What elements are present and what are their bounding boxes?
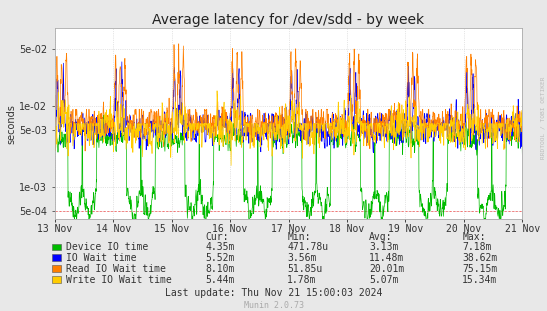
Text: Write IO Wait time: Write IO Wait time: [66, 275, 171, 285]
Text: Max:: Max:: [462, 232, 486, 242]
Text: 20 Nov: 20 Nov: [446, 224, 481, 234]
Text: 8.10m: 8.10m: [205, 264, 235, 274]
Text: 5.52m: 5.52m: [205, 253, 235, 263]
Text: 5.07m: 5.07m: [369, 275, 399, 285]
Text: 18 Nov: 18 Nov: [329, 224, 365, 234]
Text: 19 Nov: 19 Nov: [388, 224, 423, 234]
Text: 3.56m: 3.56m: [287, 253, 317, 263]
Text: 20.01m: 20.01m: [369, 264, 404, 274]
Text: 15 Nov: 15 Nov: [154, 224, 189, 234]
Text: 11.48m: 11.48m: [369, 253, 404, 263]
Text: Read IO Wait time: Read IO Wait time: [66, 264, 166, 274]
Text: 15.34m: 15.34m: [462, 275, 497, 285]
Text: 5.44m: 5.44m: [205, 275, 235, 285]
Text: 7.18m: 7.18m: [462, 242, 492, 252]
Title: Average latency for /dev/sdd - by week: Average latency for /dev/sdd - by week: [153, 13, 424, 27]
Text: 13 Nov: 13 Nov: [37, 224, 72, 234]
Text: 16 Nov: 16 Nov: [212, 224, 248, 234]
Text: Cur:: Cur:: [205, 232, 229, 242]
Text: 3.13m: 3.13m: [369, 242, 399, 252]
Text: 21 Nov: 21 Nov: [505, 224, 540, 234]
Text: 4.35m: 4.35m: [205, 242, 235, 252]
Text: Min:: Min:: [287, 232, 311, 242]
Text: 75.15m: 75.15m: [462, 264, 497, 274]
Text: 17 Nov: 17 Nov: [271, 224, 306, 234]
Y-axis label: seconds: seconds: [6, 104, 16, 144]
Text: 51.85u: 51.85u: [287, 264, 322, 274]
Text: 14 Nov: 14 Nov: [96, 224, 131, 234]
Text: 1.78m: 1.78m: [287, 275, 317, 285]
Text: IO Wait time: IO Wait time: [66, 253, 136, 263]
Text: Munin 2.0.73: Munin 2.0.73: [243, 301, 304, 309]
Text: Last update: Thu Nov 21 15:00:03 2024: Last update: Thu Nov 21 15:00:03 2024: [165, 288, 382, 298]
Text: 38.62m: 38.62m: [462, 253, 497, 263]
Text: Avg:: Avg:: [369, 232, 393, 242]
Text: Device IO time: Device IO time: [66, 242, 148, 252]
Text: RRDTOOL / TOBI OETIKER: RRDTOOL / TOBI OETIKER: [541, 77, 546, 160]
Text: 471.78u: 471.78u: [287, 242, 328, 252]
